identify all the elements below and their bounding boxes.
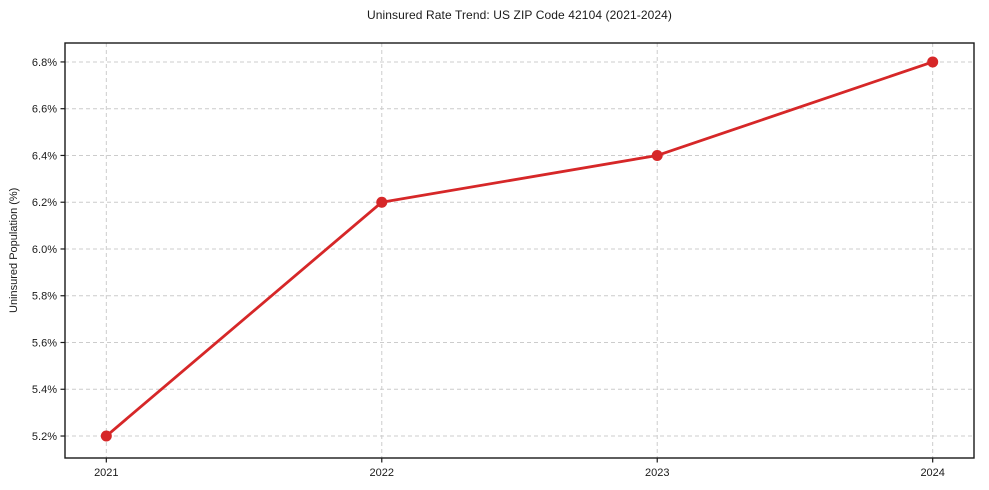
x-tick-label: 2021	[94, 467, 118, 479]
y-tick-label: 5.8%	[32, 291, 57, 303]
y-tick-label: 5.6%	[32, 337, 57, 349]
y-tick-label: 6.4%	[32, 150, 57, 162]
data-point	[651, 149, 663, 161]
y-tick-label: 5.2%	[32, 431, 57, 443]
chart-title: Uninsured Rate Trend: US ZIP Code 42104 …	[366, 8, 673, 22]
x-tick-label: 2023	[645, 467, 669, 479]
data-point	[376, 196, 388, 208]
y-tick-label: 5.4%	[32, 384, 57, 396]
y-tick-label: 6.0%	[32, 244, 57, 256]
data-point	[100, 430, 112, 442]
y-tick-label: 6.8%	[32, 57, 57, 69]
x-tick-label: 2022	[370, 467, 394, 479]
series-line	[105, 60, 934, 438]
y-tick-label: 6.6%	[32, 104, 57, 116]
plot-border	[64, 42, 975, 459]
data-point	[927, 56, 939, 68]
x-tick-label: 2024	[920, 467, 944, 479]
y-tick-label: 6.2%	[32, 197, 57, 209]
